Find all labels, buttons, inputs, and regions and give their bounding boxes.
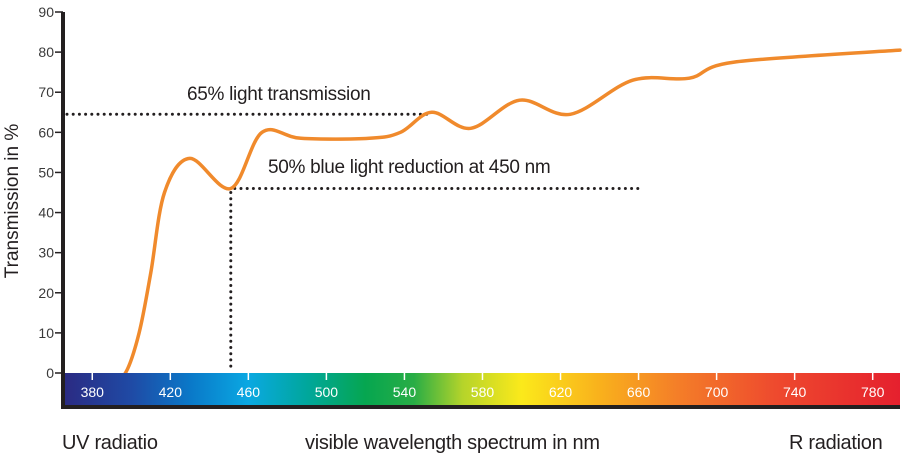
uv-radiation-label: UV radiatio [62, 432, 158, 454]
x-tick-label: 580 [471, 384, 495, 400]
x-tick-label: 700 [705, 384, 729, 400]
y-tick-label: 80 [38, 44, 54, 60]
x-tick-label: 420 [159, 384, 183, 400]
transmission-line [123, 48, 902, 373]
y-tick-label: 40 [38, 205, 54, 221]
x-tick-label: 540 [393, 384, 417, 400]
y-tick-label: 30 [38, 245, 54, 261]
y-axis-label: Transmission in % [2, 123, 23, 279]
y-tick-label: 60 [38, 124, 54, 140]
y-tick-label: 0 [46, 365, 54, 381]
x-tick-label: 780 [861, 384, 885, 400]
annotation-50-percent: 50% blue light reduction at 450 nm [268, 157, 551, 178]
y-axis: 0 10 20 30 40 50 60 70 80 90 [38, 4, 65, 409]
x-axis-ticks: 380 420 460 500 540 580 620 660 700 740 780 [81, 373, 885, 400]
y-axis-line [61, 12, 65, 409]
annotation-65-percent: 65% light transmission [187, 84, 371, 105]
x-tick-label: 660 [627, 384, 651, 400]
x-tick-label: 500 [315, 384, 339, 400]
x-tick-label: 380 [81, 384, 105, 400]
y-tick-label: 50 [38, 164, 54, 180]
x-tick-label: 740 [783, 384, 807, 400]
x-tick-label: 620 [549, 384, 573, 400]
y-tick-label: 10 [38, 325, 54, 341]
spectrum-bar [61, 373, 900, 409]
y-axis-label-wrap: Transmission in % [2, 96, 24, 306]
ir-radiation-label: R radiation [789, 432, 883, 454]
transmission-curve [123, 48, 902, 373]
y-tick-label: 90 [38, 4, 54, 20]
y-tick-label: 70 [38, 84, 54, 100]
x-tick-label: 460 [237, 384, 261, 400]
y-tick-label: 20 [38, 285, 54, 301]
x-axis-label: visible wavelength spectrum in nm [305, 432, 600, 454]
reference-lines [65, 112, 641, 373]
